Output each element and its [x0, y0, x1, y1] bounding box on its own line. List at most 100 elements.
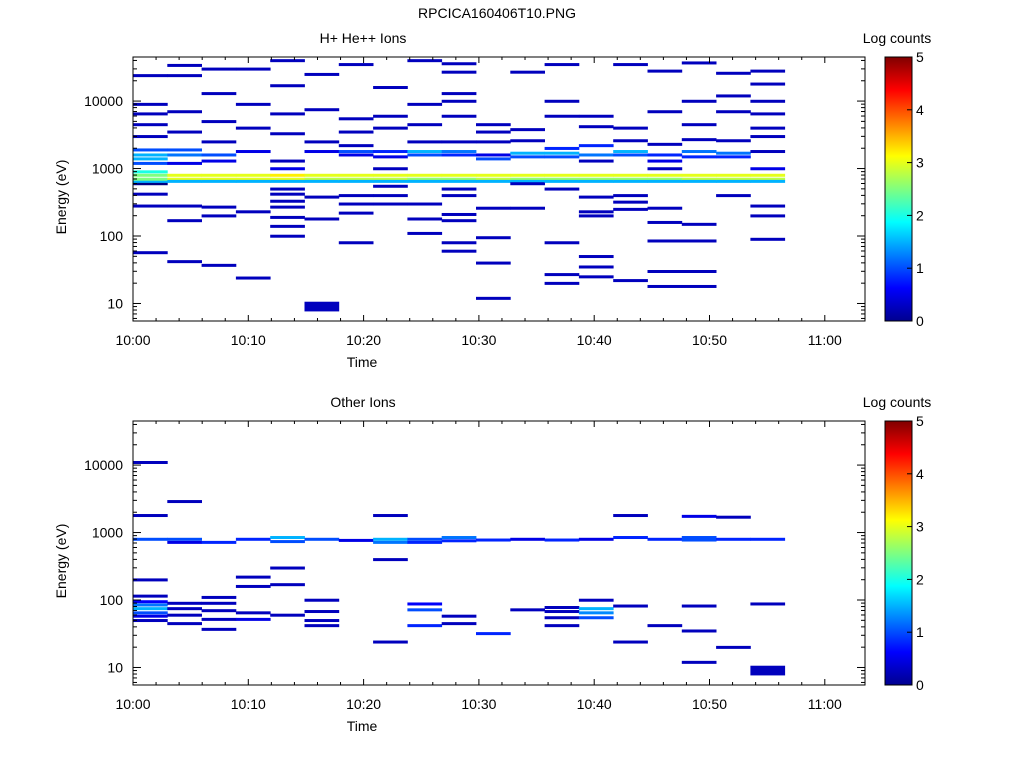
- heatmap-cell: [750, 204, 786, 208]
- heatmap-cell: [716, 645, 751, 649]
- heatmap-cell: [681, 284, 717, 288]
- heatmap-cell: [441, 99, 477, 103]
- heatmap-cell: [235, 210, 271, 214]
- x-tick-label: 10:20: [346, 696, 381, 712]
- heatmap-cell: [544, 273, 580, 277]
- heatmap-cell: [750, 112, 786, 116]
- x-tick-label: 10:30: [461, 332, 496, 348]
- heatmap-cell: [716, 177, 751, 181]
- heatmap-cell: [544, 99, 580, 103]
- heatmap-cell: [647, 270, 683, 274]
- heatmap-cell: [510, 139, 545, 143]
- heatmap-cell: [373, 558, 408, 562]
- heatmap-cell: [613, 63, 648, 67]
- heatmap-cell: [476, 173, 511, 177]
- heatmap-cell: [613, 200, 648, 204]
- heatmap-cell: [647, 537, 683, 541]
- heatmap-cell: [338, 211, 374, 215]
- heatmap-cell: [510, 537, 545, 541]
- heatmap-cell: [681, 138, 717, 142]
- heatmap-cell: [338, 117, 374, 121]
- heatmap-cell: [647, 110, 683, 114]
- heatmap-cell: [133, 594, 168, 598]
- heatmap-cell: [681, 150, 717, 154]
- colorbar-tick-label: 3: [916, 155, 924, 171]
- heatmap-cell: [647, 239, 683, 243]
- heatmap-cell: [167, 622, 202, 626]
- heatmap-cell: [578, 179, 614, 183]
- heatmap-cell: [441, 536, 477, 540]
- heatmap-cell: [716, 71, 751, 75]
- heatmap-cell: [373, 540, 408, 544]
- heatmap-cell: [578, 611, 614, 615]
- heatmap-cell: [476, 140, 511, 144]
- heatmap-cell: [133, 179, 168, 183]
- page-title: RPCICA160406T10.PNG: [418, 5, 576, 21]
- heatmap-cell: [167, 153, 202, 157]
- heatmap-cell: [716, 194, 751, 198]
- heatmap-cell: [441, 539, 477, 543]
- heatmap-cell: [613, 640, 648, 644]
- heatmap-cell: [201, 205, 237, 209]
- heatmap-cell: [544, 177, 580, 181]
- heatmap-cell: [544, 610, 580, 614]
- x-tick-label: 11:00: [808, 332, 842, 348]
- heatmap-cell: [133, 148, 168, 152]
- heatmap-cell: [681, 179, 717, 183]
- heatmap-cell: [476, 153, 511, 157]
- y-axis-label: Energy (eV): [53, 524, 69, 599]
- heatmap-cell: [133, 204, 168, 208]
- heatmap-cell: [407, 140, 443, 144]
- heatmap-cell: [167, 63, 202, 67]
- heatmap-cell: [716, 179, 751, 183]
- heatmap-cell: [681, 155, 717, 159]
- heatmap-cell: [441, 92, 477, 96]
- heatmap-cell: [201, 92, 237, 96]
- colorbar-label: Log counts: [863, 394, 932, 410]
- heatmap-cell: [133, 192, 168, 196]
- heatmap-cell: [167, 601, 202, 605]
- heatmap-cell: [681, 604, 717, 608]
- heatmap-cell: [681, 536, 717, 540]
- heatmap-cell: [407, 537, 443, 541]
- heatmap-cell: [338, 150, 374, 154]
- heatmap-cell: [647, 624, 683, 628]
- heatmap-cell: [407, 123, 443, 127]
- heatmap-cell: [578, 153, 614, 157]
- heatmap-cell: [270, 224, 305, 228]
- heatmap-cell: [578, 537, 614, 541]
- heatmap-cell: [338, 194, 374, 198]
- heatmap-cell: [201, 540, 237, 544]
- heatmap-cell: [750, 167, 786, 171]
- y-tick-label: 10000: [84, 457, 123, 473]
- heatmap-cell: [133, 170, 168, 174]
- heatmap-cell: [544, 173, 580, 177]
- heatmap-cell: [441, 177, 477, 181]
- heatmap-cell: [304, 195, 340, 199]
- heatmap-cell: [544, 538, 580, 542]
- heatmap-cell: [338, 63, 374, 67]
- heatmap-cell: [338, 144, 374, 148]
- heatmap-cell: [201, 173, 237, 177]
- heatmap-cell: [338, 173, 374, 177]
- heatmap-cell: [441, 187, 477, 191]
- heatmap-cell: [304, 619, 340, 623]
- heatmap-cell: [133, 607, 168, 611]
- heatmap-cell: [476, 236, 511, 240]
- heatmap-cell: [235, 179, 271, 183]
- heatmap-cell: [167, 179, 202, 183]
- x-tick-label: 10:10: [231, 696, 266, 712]
- heatmap-cell: [133, 614, 168, 618]
- heatmap-cell: [407, 153, 443, 157]
- heatmap-cell: [441, 114, 477, 118]
- heatmap-cell: [235, 102, 271, 106]
- heatmap-cell: [133, 161, 168, 165]
- heatmap-cell: [613, 153, 648, 157]
- y-tick-label: 10: [107, 295, 123, 311]
- heatmap-cell: [441, 173, 477, 177]
- heatmap-cell: [373, 202, 408, 206]
- colorbar-gradient: [884, 56, 913, 322]
- heatmap-cell: [750, 665, 786, 676]
- heatmap-cell: [373, 640, 408, 644]
